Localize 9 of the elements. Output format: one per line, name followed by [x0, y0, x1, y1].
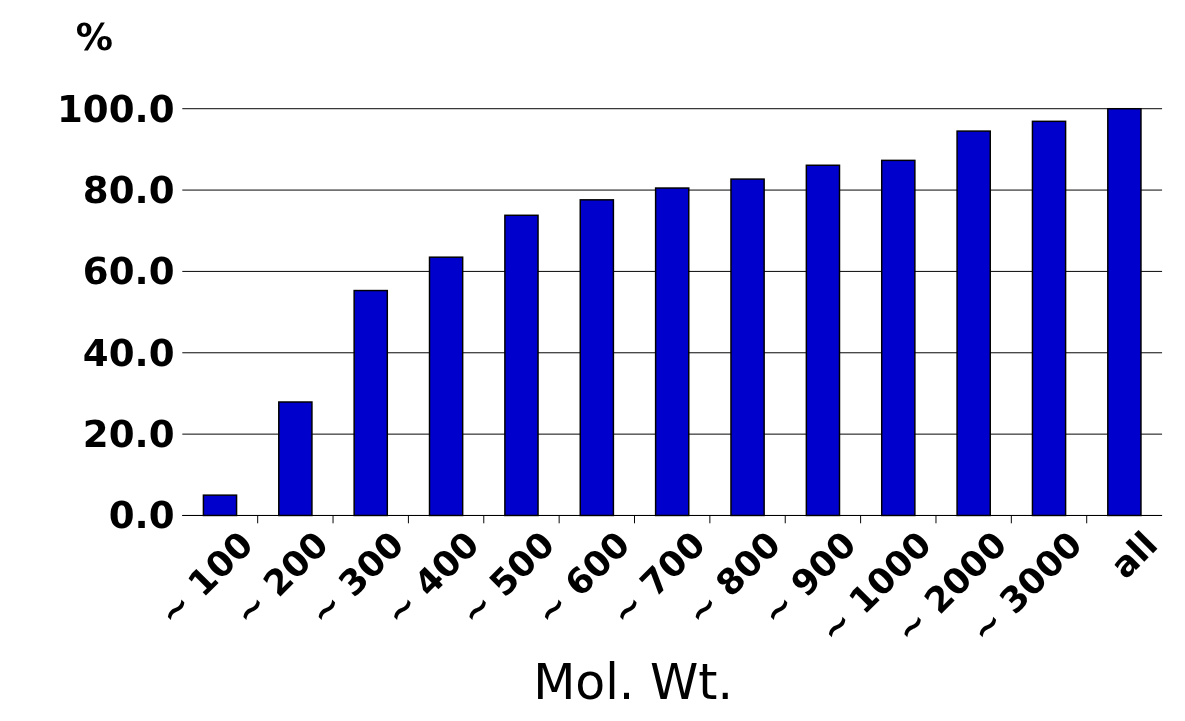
y-tick-label: 100.0 [57, 87, 175, 131]
y-tick-label: 40.0 [82, 331, 175, 375]
x-tick-label: all [1102, 523, 1166, 587]
x-axis-title: Mol. Wt. [533, 654, 733, 712]
y-axis-title: % [75, 16, 113, 60]
y-tick-label: 0.0 [108, 494, 175, 538]
y-tick-label: 60.0 [82, 250, 175, 294]
y-tick-label: 20.0 [82, 413, 175, 457]
y-tick-label: 80.0 [82, 169, 175, 213]
